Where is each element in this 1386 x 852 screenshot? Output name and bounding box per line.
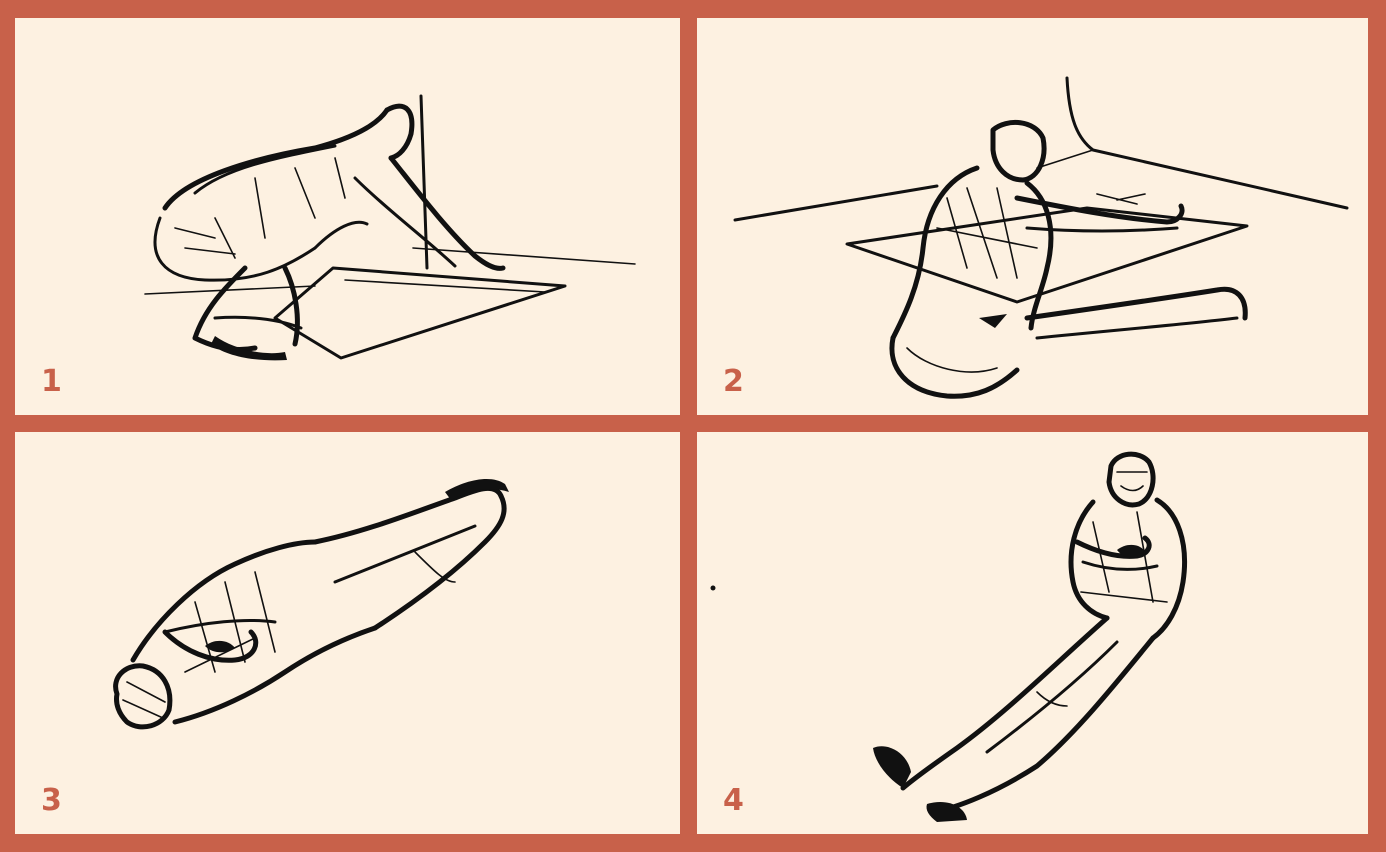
seated-figure-illustration	[733, 76, 1349, 399]
crouching-figure-illustration	[144, 94, 636, 361]
panel-number: 2	[723, 364, 744, 399]
panel-2: 2	[697, 18, 1368, 415]
panel-1: 1	[15, 18, 680, 415]
prone-figure-illustration	[113, 478, 509, 730]
panel-3: 3	[15, 432, 680, 834]
panel-number: 4	[723, 783, 744, 818]
panel-4: 4	[697, 432, 1368, 834]
supine-figure-illustration	[710, 451, 1188, 822]
panel-number: 3	[41, 783, 62, 818]
panel-number: 1	[41, 364, 62, 399]
